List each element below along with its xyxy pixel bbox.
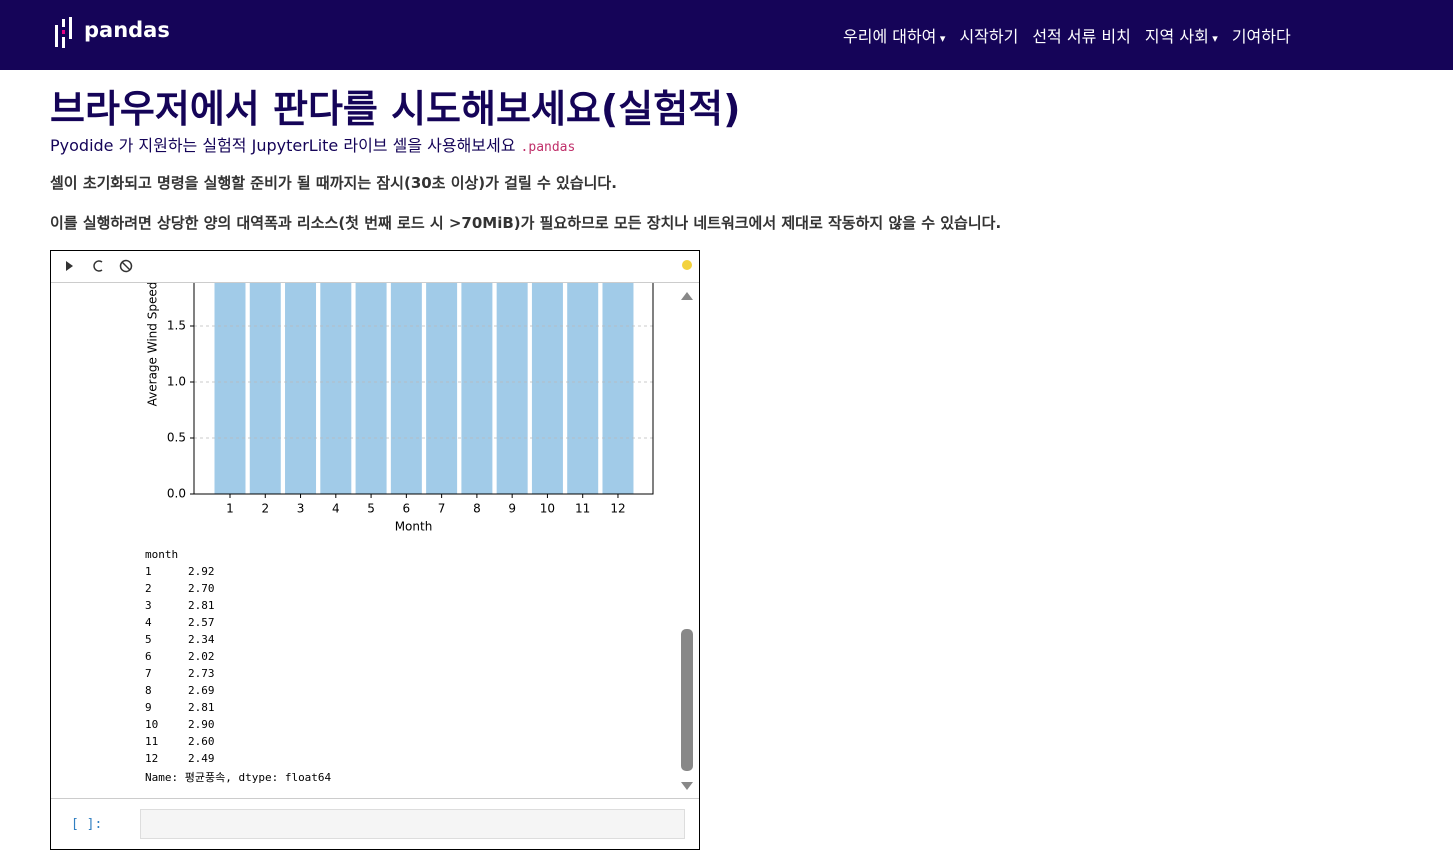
- x-tick-label: 8: [473, 502, 481, 516]
- x-tick-label: 4: [332, 502, 340, 516]
- nav-item[interactable]: 선적 서류 비치: [1032, 27, 1131, 46]
- output-value: 2.90: [188, 718, 215, 731]
- nav-item[interactable]: 시작하기: [959, 27, 1019, 46]
- brand[interactable]: pandas: [84, 18, 170, 42]
- nav-items: 우리에 대하여 시작하기 선적 서류 비치 지역 사회 기여하다: [843, 23, 1305, 47]
- x-tick-label: 12: [610, 502, 625, 516]
- notebook: 0.0 0.5 1.0 1.5 1 2 3 4 5 6 7 8 9 10 11 12 Month Average …: [50, 250, 700, 850]
- output-index: 3: [145, 599, 152, 612]
- y-tick-label: 1.5: [167, 319, 186, 333]
- bar: [214, 283, 246, 494]
- index-name: month: [145, 548, 179, 561]
- bar: [461, 283, 493, 494]
- output-value: 2.02: [188, 650, 215, 663]
- x-tick-label: 5: [367, 502, 375, 516]
- run-button[interactable]: [66, 261, 73, 271]
- code-input[interactable]: [140, 809, 685, 839]
- x-tick-label: 11: [575, 502, 590, 516]
- kernel-status: [682, 260, 692, 270]
- output-value: 2.69: [188, 684, 215, 697]
- output-value: 2.34: [188, 633, 215, 646]
- output-value: 2.49: [188, 752, 215, 765]
- output-index: 2: [145, 582, 152, 595]
- output-value: 2.57: [188, 616, 215, 629]
- note: 이를 실행하려면 상당한 양의 대역폭과 리소스(첫 번째 로드 시 >70Mi…: [50, 214, 1002, 232]
- x-tick-label: 10: [540, 502, 555, 516]
- stop-button[interactable]: [119, 259, 133, 273]
- toolbar: [51, 259, 699, 283]
- y-tick-label: 0.5: [167, 431, 186, 445]
- output-index: 10: [145, 718, 159, 731]
- bar: [426, 283, 458, 494]
- intro-text: Pyodide 가 지원하는 실험적 JupyterLite 라이브 셀을 사용…: [50, 136, 516, 155]
- output-index: 7: [145, 667, 152, 680]
- x-tick-label: 2: [261, 502, 269, 516]
- output-value: 2.73: [188, 667, 215, 680]
- y-axis-label: Average Wind Speed: [146, 283, 160, 406]
- plot-frame: [193, 283, 654, 495]
- bar: [320, 283, 352, 494]
- y-tick-label: 1.0: [167, 375, 186, 389]
- output-index: 1: [145, 565, 152, 578]
- output-value: 2.92: [188, 565, 215, 578]
- series-footer: Name: 평균풍속, dtype: float64: [145, 771, 332, 784]
- bar: [602, 283, 634, 494]
- nav-item[interactable]: 지역 사회: [1145, 27, 1218, 46]
- y-tick-label: 0.0: [167, 487, 186, 501]
- output-index: 12: [145, 752, 159, 765]
- output-value: 2.70: [188, 582, 215, 595]
- nav-item[interactable]: 우리에 대하여: [843, 27, 945, 46]
- nav-item[interactable]: 기여하다: [1231, 27, 1291, 46]
- navbar: pandas 우리에 대하여 시작하기 선적 서류 비치 지역 사회 기여하다: [0, 0, 1453, 70]
- output-index: 4: [145, 616, 152, 629]
- output-index: 6: [145, 650, 152, 663]
- x-tick-label: 9: [508, 502, 516, 516]
- logo: [55, 17, 72, 48]
- chart: 0.00.51.01.51 2 3 4 5 6 7 8 9 10 11 12MonthAverage …: [146, 283, 654, 534]
- x-tick-label: 7: [438, 502, 446, 516]
- output-area: 0.0 0.5 1.0 1.5 1 2 3 4 5 6 7 8 9 10 11 12 Month Average …: [51, 283, 699, 799]
- output-index: 9: [145, 701, 152, 714]
- bar: [567, 283, 599, 495]
- note: 셀이 초기화되고 명령을 실행할 준비가 될 때까지는 잠시(30초 이상)가 …: [50, 174, 617, 192]
- x-tick-label: 1: [226, 502, 234, 516]
- scrollbar[interactable]: [679, 283, 695, 798]
- bar: [390, 283, 422, 494]
- output-index: 8: [145, 684, 152, 697]
- output-value: 2.81: [188, 701, 215, 714]
- intro-code: .pandas: [520, 140, 576, 155]
- output-value: 2.81: [188, 599, 215, 612]
- intro: Pyodide 가 지원하는 실험적 JupyterLite 라이브 셀을 사용…: [50, 132, 575, 156]
- bar: [285, 283, 317, 494]
- bar: [355, 283, 387, 495]
- input-prompt: [ ]:: [71, 817, 103, 832]
- bar: [531, 283, 563, 494]
- output-value: 2.60: [188, 735, 215, 748]
- x-tick-label: 3: [297, 502, 305, 516]
- x-axis-label: Month: [395, 520, 433, 534]
- output-index: 5: [145, 633, 152, 646]
- restart-button[interactable]: [93, 260, 103, 272]
- bar: [496, 283, 528, 494]
- bar: [249, 283, 281, 494]
- output-index: 11: [145, 735, 159, 748]
- x-tick-label: 6: [403, 502, 411, 516]
- heading: 브라우저에서 판다를 시도해보세요(실험적): [50, 87, 741, 131]
